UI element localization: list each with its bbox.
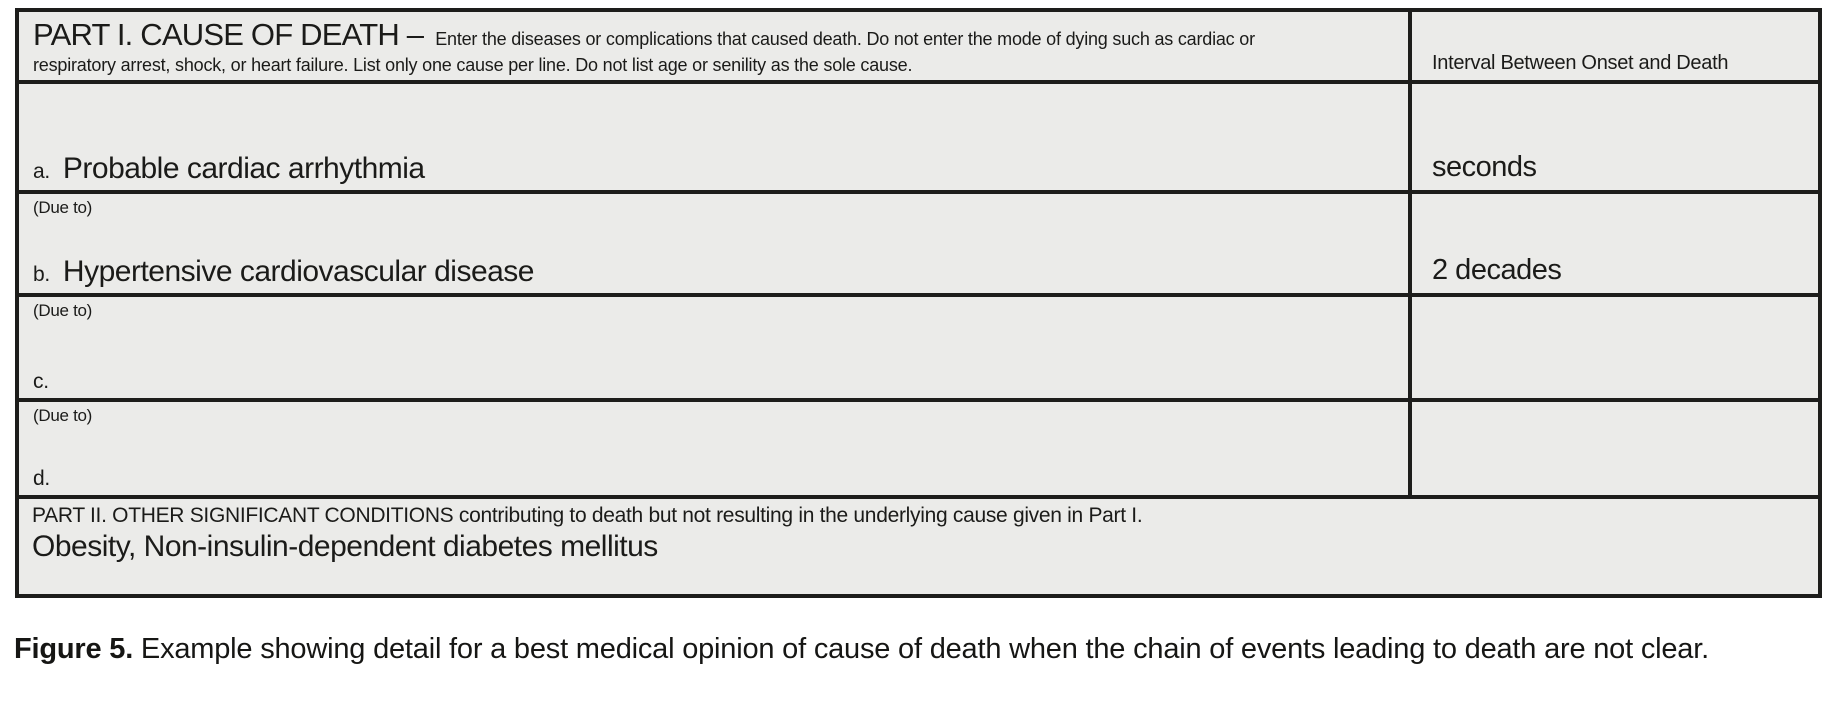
cause-row-c: (Due to) c. bbox=[19, 293, 1818, 398]
cause-cell-a: a. Probable cardiac arrhythmia bbox=[19, 84, 1408, 190]
interval-entry-a: seconds bbox=[1432, 151, 1537, 183]
part2-row: PART II. OTHER SIGNIFICANT CONDITIONS co… bbox=[19, 495, 1818, 594]
due-to-label-b: (Due to) bbox=[33, 198, 93, 217]
form-header-row: PART I. CAUSE OF DEATH – Enter the disea… bbox=[19, 12, 1818, 80]
cause-line-c: c. bbox=[33, 370, 1398, 394]
line-label-b: b. bbox=[33, 263, 50, 286]
interval-header-label: Interval Between Onset and Death bbox=[1432, 52, 1729, 74]
line-label-d: d. bbox=[33, 467, 50, 490]
part1-title: PART I. CAUSE OF DEATH – bbox=[33, 17, 424, 52]
part1-header-cell: PART I. CAUSE OF DEATH – Enter the disea… bbox=[19, 12, 1408, 80]
cause-line-b: b. Hypertensive cardiovascular disease bbox=[33, 255, 1398, 289]
due-to-label-a bbox=[33, 88, 1398, 107]
cause-row-b: (Due to) b. Hypertensive cardiovascular … bbox=[19, 190, 1818, 293]
interval-cell-b: 2 decades bbox=[1408, 194, 1818, 293]
due-to-label-d: (Due to) bbox=[33, 406, 93, 425]
interval-cell-d bbox=[1408, 402, 1818, 495]
part2-header: PART II. OTHER SIGNIFICANT CONDITIONS co… bbox=[32, 504, 1143, 527]
part1-instructions-line1: Enter the diseases or complications that… bbox=[435, 29, 1255, 49]
cause-line-a: a. Probable cardiac arrhythmia bbox=[33, 152, 1398, 186]
cause-entry-a: Probable cardiac arrhythmia bbox=[62, 152, 425, 185]
figure-caption-label: Figure 5. bbox=[14, 633, 134, 665]
interval-header-cell: Interval Between Onset and Death bbox=[1408, 12, 1818, 80]
cause-cell-c: (Due to) c. bbox=[19, 297, 1408, 398]
cause-cell-b: (Due to) b. Hypertensive cardiovascular … bbox=[19, 194, 1408, 293]
cause-row-d: (Due to) d. bbox=[19, 398, 1818, 495]
cause-row-a: a. Probable cardiac arrhythmia seconds bbox=[19, 80, 1818, 190]
line-label-a: a. bbox=[33, 160, 50, 183]
cause-line-d: d. bbox=[33, 467, 1398, 491]
due-to-label-c: (Due to) bbox=[33, 301, 93, 320]
part1-title-line: PART I. CAUSE OF DEATH – Enter the disea… bbox=[33, 17, 1398, 53]
part2-entry: Obesity, Non-insulin-dependent diabetes … bbox=[32, 530, 658, 563]
figure-caption: Figure 5. Example showing detail for a b… bbox=[14, 628, 1810, 671]
cause-cell-d: (Due to) d. bbox=[19, 402, 1408, 495]
cause-of-death-form: PART I. CAUSE OF DEATH – Enter the disea… bbox=[15, 8, 1822, 598]
figure-caption-text: Example showing detail for a best medica… bbox=[140, 633, 1709, 665]
cause-entry-b: Hypertensive cardiovascular disease bbox=[62, 255, 535, 288]
interval-entry-b: 2 decades bbox=[1432, 254, 1562, 286]
line-label-c: c. bbox=[33, 370, 49, 393]
interval-cell-c bbox=[1408, 297, 1818, 398]
part1-instructions-line2: respiratory arrest, shock, or heart fail… bbox=[33, 55, 913, 75]
interval-cell-a: seconds bbox=[1408, 84, 1818, 190]
